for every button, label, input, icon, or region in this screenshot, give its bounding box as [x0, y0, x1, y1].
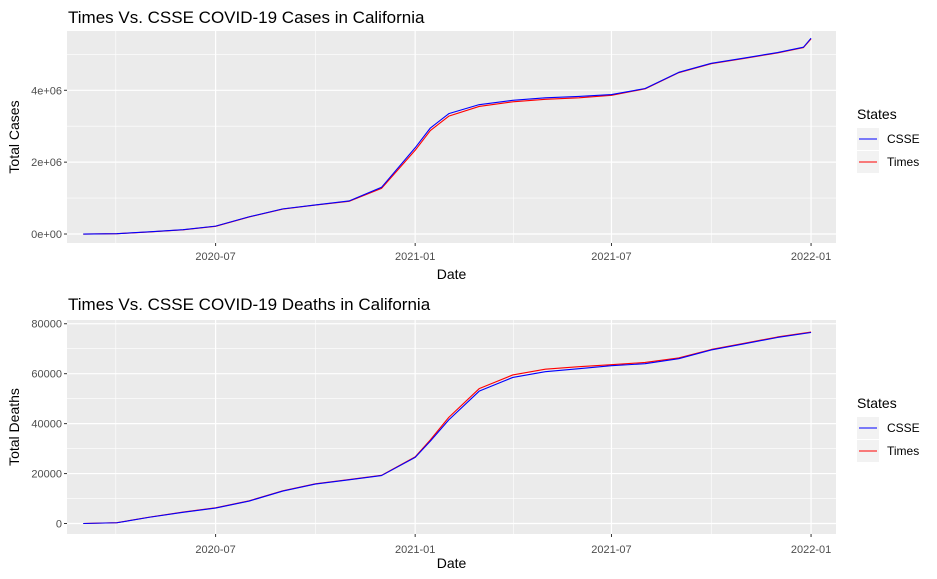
legend-title: States [857, 395, 897, 411]
plot-background [67, 31, 836, 243]
x-tick-label: 2020-07 [195, 544, 235, 556]
legend-label-csse: CSSE [887, 421, 920, 435]
y-tick-label: 80000 [31, 319, 62, 331]
legend-label-times: Times [887, 444, 919, 458]
x-tick-label: 2021-07 [591, 251, 631, 263]
chart-title: Times Vs. CSSE COVID-19 Cases in Califor… [68, 8, 425, 27]
y-tick-label: 40000 [31, 419, 62, 431]
y-tick-label: 20000 [31, 469, 62, 481]
legend-label-times: Times [887, 155, 919, 169]
legend-title: States [857, 106, 897, 122]
x-tick-label: 2020-07 [195, 251, 235, 263]
legend: States CSSE Times [857, 106, 920, 173]
y-tick-label: 2e+06 [31, 157, 62, 169]
x-tick-label: 2021-07 [591, 544, 631, 556]
x-tick-label: 2021-01 [395, 544, 435, 556]
legend-label-csse: CSSE [887, 132, 920, 146]
x-tick-label: 2021-01 [395, 251, 435, 263]
plot-background [67, 320, 836, 534]
x-tick-label: 2022-01 [791, 251, 831, 263]
chart-panel-1: Times Vs. CSSE COVID-19 Cases in Califor… [6, 8, 920, 282]
x-axis-title: Date [437, 555, 467, 571]
x-tick-label: 2022-01 [791, 544, 831, 556]
y-tick-label: 0e+00 [31, 229, 62, 241]
legend: States CSSE Times [857, 395, 920, 462]
y-axis-title: Total Deaths [6, 388, 22, 466]
y-tick-label: 60000 [31, 369, 62, 381]
chart-title: Times Vs. CSSE COVID-19 Deaths in Califo… [68, 295, 431, 314]
y-tick-label: 4e+06 [31, 85, 62, 97]
series-line-csse [83, 331, 812, 525]
y-axis-title: Total Cases [6, 100, 22, 173]
y-tick-label: 0 [56, 519, 62, 531]
chart-panel-2: Times Vs. CSSE COVID-19 Deaths in Califo… [6, 295, 920, 571]
x-axis-title: Date [437, 266, 467, 282]
